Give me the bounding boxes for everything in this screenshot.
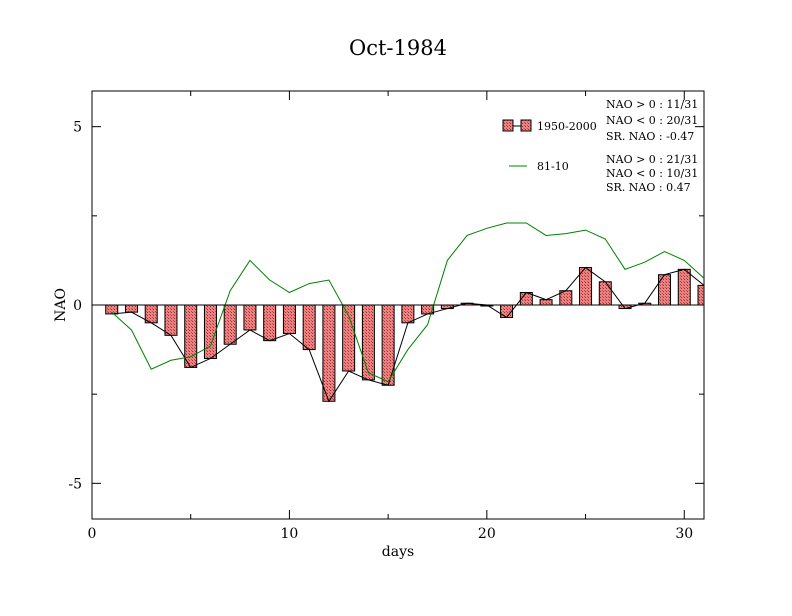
legend-label-81-10: 81-10 [537,160,569,173]
bar-day-26 [598,281,612,306]
y-tick-label: -5 [68,476,82,492]
bar-day-16 [401,304,415,324]
bar-day-30 [677,268,691,306]
bar-day-18 [440,304,454,310]
bar-day-7 [223,304,237,345]
bar-day-5 [184,304,198,368]
bar-series-1950-2000 [105,267,705,402]
x-tick-label: 20 [478,526,496,542]
x-axis-label: days [382,544,414,560]
bar-day-10 [282,304,296,335]
legend-bar-swatch-left [502,119,514,132]
bar-day-14 [361,304,375,381]
stats-1950-2000: NAO > 0 : 11/31 NAO < 0 : 20/31 SR. NAO … [606,98,698,143]
y-axis-label: NAO [53,288,69,322]
stats-1950-2000-positive: NAO > 0 : 11/31 [606,98,698,111]
line-series-81-10 [111,222,705,383]
bar-day-2 [124,304,138,313]
x-tick-label: 30 [675,526,693,542]
legend: 1950-2000 81-10 [502,119,597,173]
stats-81-10-negative: NAO < 0 : 10/31 [606,167,698,180]
bar-day-29 [658,274,672,306]
bar-day-21 [500,304,514,318]
green-line-path [111,222,705,383]
y-tick-label: 5 [73,120,82,136]
y-tick-label: 0 [73,298,82,314]
bar-day-23 [539,299,553,306]
bar-day-4 [164,304,178,336]
bar-day-12 [322,304,336,402]
chart-title: Oct-1984 [349,36,447,60]
bar-day-8 [243,304,257,331]
legend-bar-swatch-right [520,119,532,132]
x-tick-label: 0 [88,526,97,542]
stats-81-10-positive: NAO > 0 : 21/31 [606,153,698,166]
stats-81-10: NAO > 0 : 21/31 NAO < 0 : 10/31 SR. NAO … [606,153,698,194]
stats-1950-2000-sr: SR. NAO : -0.47 [606,130,694,143]
stats-81-10-sr: SR. NAO : 0.47 [606,181,691,194]
bar-day-6 [203,304,217,359]
bar-connector-line [111,266,705,403]
bar-day-11 [302,304,316,351]
x-tick-label: 10 [281,526,299,542]
bar-day-9 [263,304,277,342]
stats-1950-2000-negative: NAO < 0 : 20/31 [606,114,698,127]
bar-day-31 [697,284,705,306]
legend-label-1950-2000: 1950-2000 [537,120,597,133]
bar-connector-series [111,266,705,403]
axis-ticks: 0 10 20 30 5 0 -5 [68,91,704,542]
